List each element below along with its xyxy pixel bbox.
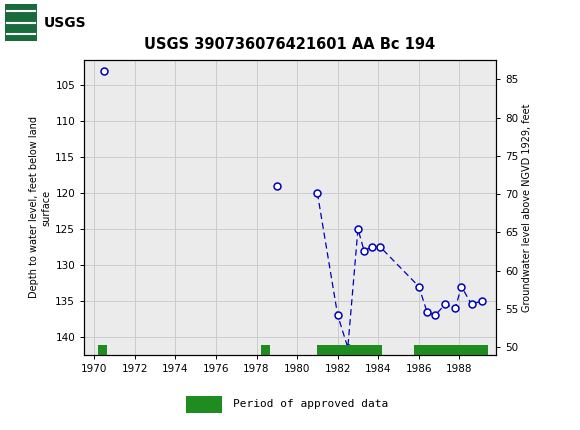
Bar [98, 345, 107, 355]
Bar [317, 345, 382, 355]
Text: Period of approved data: Period of approved data [233, 399, 388, 409]
Text: USGS: USGS [44, 15, 86, 30]
Bar [414, 345, 488, 355]
Text: USGS 390736076421601 AA Bc 194: USGS 390736076421601 AA Bc 194 [144, 37, 436, 52]
Y-axis label: Groundwater level above NGVD 1929, feet: Groundwater level above NGVD 1929, feet [523, 103, 532, 312]
FancyBboxPatch shape [5, 3, 71, 42]
FancyBboxPatch shape [5, 4, 37, 41]
Y-axis label: Depth to water level, feet below land
surface: Depth to water level, feet below land su… [30, 117, 51, 298]
Bar [186, 396, 222, 413]
Bar [260, 345, 270, 355]
